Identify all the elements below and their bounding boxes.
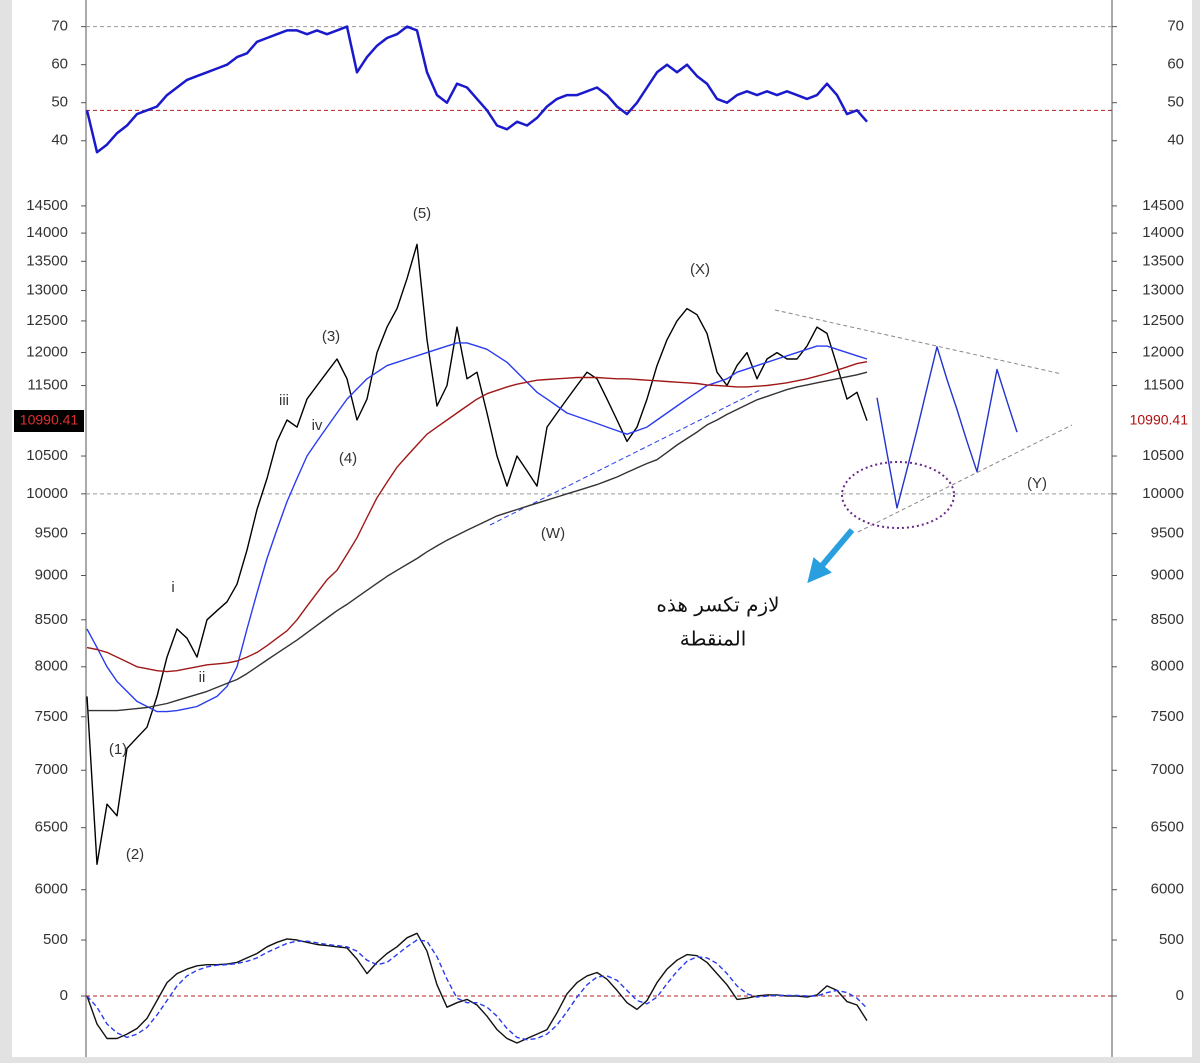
y-tick-label: 9500 (35, 525, 68, 542)
y-tick-label: 9000 (35, 566, 68, 583)
y-tick-label: 7500 (35, 708, 68, 725)
annotation: iv (312, 417, 323, 434)
last-price-label: 10990.41 (1130, 412, 1189, 428)
triangle-upper (774, 309, 1063, 375)
y-tick-label: 40 (51, 132, 68, 149)
y-tick-label: 10000 (1142, 485, 1184, 502)
y-tick-label: 6000 (35, 881, 68, 898)
y-tick-label: 12000 (1142, 344, 1184, 361)
series-line (86, 361, 868, 673)
annotation: المنقطة (680, 627, 747, 651)
trendline (489, 389, 761, 526)
y-tick-label: 9500 (1151, 525, 1184, 542)
y-tick-label: 9000 (1151, 566, 1184, 583)
series-line (86, 243, 868, 865)
y-tick-label: 10000 (26, 485, 68, 502)
triangle-lower (857, 424, 1073, 533)
y-tick-label: 6500 (1151, 819, 1184, 836)
y-tick-label: 12000 (26, 344, 68, 361)
y-tick-label: 7000 (35, 761, 68, 778)
annotation: (4) (339, 450, 357, 467)
y-tick-label: 7500 (1151, 708, 1184, 725)
y-tick-label: 6500 (35, 819, 68, 836)
last-price-box (14, 410, 84, 432)
y-tick-label: 13000 (1142, 281, 1184, 298)
y-tick-label: 13000 (26, 281, 68, 298)
y-tick-label: 13500 (26, 252, 68, 269)
annotation: i (171, 579, 174, 596)
y-tick-label: 70 (1167, 18, 1184, 35)
series-line (85, 25, 868, 154)
annotation: (2) (126, 846, 144, 863)
annotation: (X) (690, 261, 710, 278)
y-tick-label: 50 (51, 94, 68, 111)
y-tick-label: 14000 (1142, 224, 1184, 241)
y-tick-label: 14000 (26, 224, 68, 241)
y-tick-label: 14500 (1142, 197, 1184, 214)
y-tick-label: 14500 (26, 197, 68, 214)
plot-background (12, 0, 1192, 1057)
y-tick-label: 8500 (1151, 611, 1184, 628)
annotation: (Y) (1027, 475, 1047, 492)
y-tick-label: 10500 (1142, 447, 1184, 464)
annotation: لازم تكسر هذه (656, 593, 779, 617)
annotation: ii (199, 669, 206, 686)
y-tick-label: 11500 (27, 377, 68, 394)
series-line (86, 939, 868, 1041)
y-tick-label: 11500 (1143, 377, 1184, 394)
arrow (807, 528, 855, 584)
y-tick-label: 60 (51, 56, 68, 73)
y-tick-label: 6000 (1151, 881, 1184, 898)
last-price-label: 10990.41 (20, 412, 79, 428)
y-tick-label: 10500 (26, 447, 68, 464)
y-tick-label: 7000 (1151, 761, 1184, 778)
series-line (876, 346, 1018, 509)
series-line (87, 371, 868, 712)
annotation: (5) (413, 205, 431, 222)
y-tick-label: 8500 (35, 611, 68, 628)
y-tick-label: 0 (1176, 987, 1184, 1004)
series-line (86, 342, 868, 713)
y-tick-label: 13500 (1142, 252, 1184, 269)
y-tick-label: 0 (60, 987, 68, 1004)
y-tick-label: 8000 (35, 658, 68, 675)
annotation: (3) (322, 328, 340, 345)
annotation: iii (279, 392, 289, 409)
y-tick-label: 50 (1167, 94, 1184, 111)
y-tick-label: 40 (1167, 132, 1184, 149)
target-ellipse (841, 461, 955, 529)
y-tick-label: 60 (1167, 56, 1184, 73)
y-tick-label: 500 (43, 931, 68, 948)
annotation: (1) (109, 741, 127, 758)
y-tick-label: 8000 (1151, 658, 1184, 675)
y-tick-label: 12500 (1142, 312, 1184, 329)
annotation: (W) (541, 525, 565, 542)
y-tick-label: 70 (51, 18, 68, 35)
y-tick-label: 12500 (26, 312, 68, 329)
y-tick-label: 500 (1159, 931, 1184, 948)
